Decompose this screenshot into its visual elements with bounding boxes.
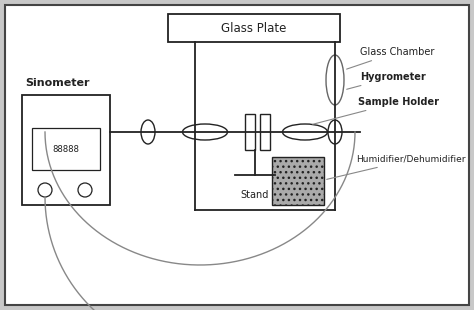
Circle shape xyxy=(78,183,92,197)
Bar xyxy=(168,14,340,42)
Bar xyxy=(245,114,255,150)
Text: Humidifier/Dehumidifier: Humidifier/Dehumidifier xyxy=(327,155,465,179)
Text: Glass Chamber: Glass Chamber xyxy=(346,47,434,69)
Bar xyxy=(32,128,100,170)
Ellipse shape xyxy=(326,55,344,105)
Ellipse shape xyxy=(328,120,342,144)
Ellipse shape xyxy=(141,120,155,144)
Ellipse shape xyxy=(283,124,328,140)
Text: Hygrometer: Hygrometer xyxy=(346,72,426,89)
Bar xyxy=(260,114,270,150)
Circle shape xyxy=(38,183,52,197)
Text: Glass Plate: Glass Plate xyxy=(221,21,287,34)
Ellipse shape xyxy=(182,124,228,140)
Text: Sample Holder: Sample Holder xyxy=(313,97,439,124)
Text: Sinometer: Sinometer xyxy=(25,78,90,88)
Bar xyxy=(272,157,324,205)
Bar xyxy=(22,95,110,205)
Text: Stand: Stand xyxy=(241,190,269,200)
Text: 88888: 88888 xyxy=(53,144,80,153)
